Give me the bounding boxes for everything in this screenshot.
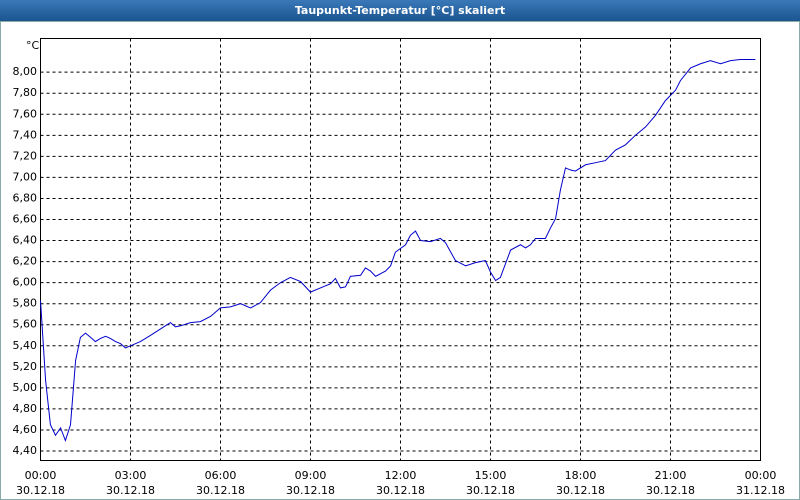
title-bar [0, 0, 800, 21]
x-tick-label: 03:00 [115, 469, 147, 482]
chart-title: Taupunkt-Temperatur [°C] skaliert [295, 4, 505, 17]
data-line [40, 59, 756, 443]
y-tick-label: 5,80 [13, 297, 38, 310]
x-tick-date: 30.12.18 [286, 484, 335, 497]
y-tick-label: 5,40 [13, 339, 38, 352]
y-tick-label: 6,80 [13, 191, 38, 204]
y-tick-label: 6,20 [13, 255, 38, 268]
y-unit: °C [26, 39, 40, 52]
x-tick-label: 00:00 [25, 469, 57, 482]
y-tick-label: 5,60 [13, 318, 38, 331]
x-tick-date: 30.12.18 [646, 484, 695, 497]
x-tick-date: 30.12.18 [16, 484, 65, 497]
y-tick-label: 7,80 [13, 86, 38, 99]
x-tick-date: 30.12.18 [376, 484, 425, 497]
x-tick-label: 18:00 [565, 469, 597, 482]
x-tick-date: 30.12.18 [196, 484, 245, 497]
y-tick-label: 6,00 [13, 276, 38, 289]
x-tick-label: 12:00 [385, 469, 417, 482]
y-tick-label: 7,60 [13, 107, 38, 120]
y-tick-label: 7,00 [13, 170, 38, 183]
y-tick-label: 5,20 [13, 360, 38, 373]
x-tick-label: 21:00 [655, 469, 687, 482]
x-tick-date: 30.12.18 [466, 484, 515, 497]
y-tick-label: 6,60 [13, 213, 38, 226]
x-tick-label: 06:00 [205, 469, 237, 482]
y-tick-label: 4,80 [13, 402, 38, 415]
x-tick-label: 00:00 [745, 469, 777, 482]
x-tick-date: 30.12.18 [106, 484, 155, 497]
y-tick-label: 7,40 [13, 128, 38, 141]
x-tick-label: 09:00 [295, 469, 327, 482]
x-tick-date: 30.12.18 [556, 484, 605, 497]
y-tick-label: 7,20 [13, 149, 38, 162]
x-tick-label: 15:00 [475, 469, 507, 482]
x-tick-date: 31.12.18 [736, 484, 785, 497]
y-tick-label: 6,40 [13, 234, 38, 247]
y-tick-label: 4,60 [13, 423, 38, 436]
y-tick-label: 4,40 [13, 444, 38, 457]
y-tick-label: 8,00 [13, 65, 38, 78]
y-tick-label: 5,00 [13, 381, 38, 394]
